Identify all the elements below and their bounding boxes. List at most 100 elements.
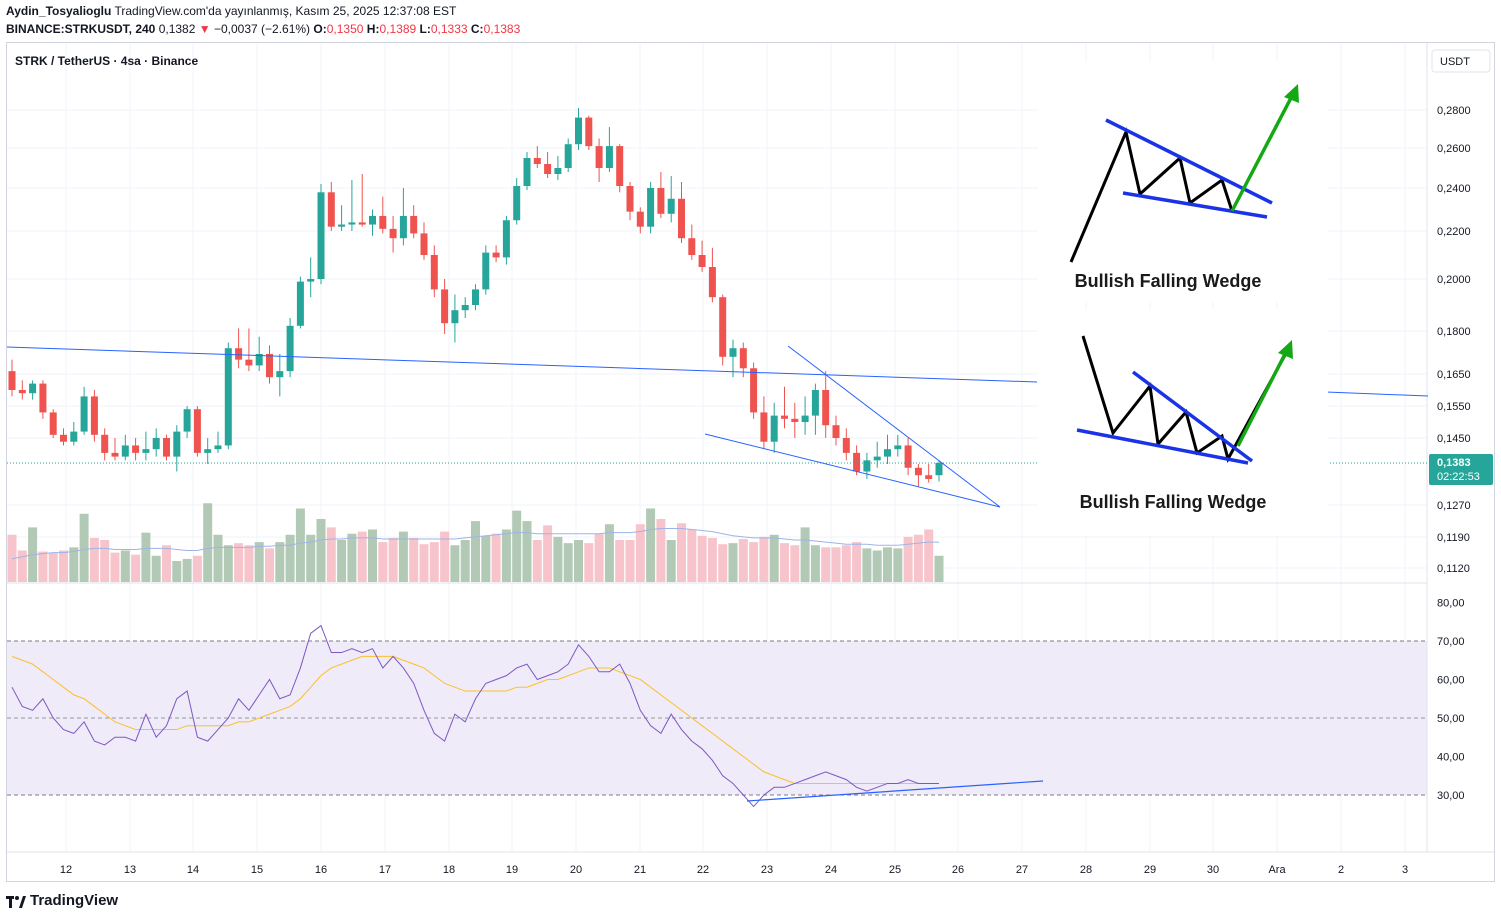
volume-bar — [295, 508, 305, 582]
time-tick-label: 22 — [697, 864, 709, 876]
time-tick-label: 29 — [1144, 864, 1156, 876]
price-tick-label: 0,2200 — [1437, 226, 1471, 238]
currency-label: USDT — [1440, 56, 1470, 68]
time-tick-label: 21 — [634, 864, 646, 876]
volume-bar — [450, 545, 460, 582]
inset-caption-1: Bullish Falling Wedge — [1075, 271, 1262, 291]
candle — [719, 294, 727, 366]
time-tick-label: 25 — [889, 864, 901, 876]
candle — [224, 342, 232, 450]
volume-bar — [234, 543, 244, 582]
volume-bar — [728, 543, 738, 582]
candle — [235, 328, 243, 369]
rsi-axis: 30,00 40,00 50,00 60,00 70,00 80,00 — [1437, 598, 1465, 803]
candle — [80, 386, 88, 435]
time-tick-label: 16 — [315, 864, 327, 876]
candle — [441, 279, 449, 334]
volume-bar — [69, 547, 79, 582]
volume-bar — [738, 538, 748, 582]
volume-bar — [862, 548, 872, 582]
change-arrow-icon: ▼ — [198, 22, 211, 36]
price-tick-label: 0,2000 — [1437, 274, 1471, 286]
volume-bar — [687, 529, 697, 582]
volume-bar — [553, 536, 563, 582]
time-tick-label: 26 — [952, 864, 964, 876]
candle — [29, 380, 37, 400]
volume-bar — [718, 544, 728, 582]
price-tick-label: 0,1800 — [1437, 326, 1471, 338]
open-label: O: — [313, 22, 327, 36]
volume-bar — [151, 555, 161, 582]
volume-bar — [543, 525, 553, 582]
author-name[interactable]: Aydin_Tosyalioglu — [6, 4, 112, 18]
volume-bar — [419, 544, 429, 582]
volume-bar — [677, 523, 686, 582]
candle — [183, 406, 191, 438]
volume-bar — [120, 550, 130, 582]
rsi-tick-label: 70,00 — [1437, 636, 1465, 648]
candle — [49, 409, 57, 438]
time-tick-label: 19 — [506, 864, 518, 876]
rsi-tick-label: 60,00 — [1437, 675, 1465, 687]
volume-bar — [491, 533, 501, 582]
price-tag-value: 0,1383 — [1437, 457, 1471, 469]
candle — [369, 209, 376, 236]
publish-info: TradingView.com'da yayınlanmış, Kasım 25… — [114, 4, 457, 18]
volume-bar — [471, 521, 480, 582]
volume-bar — [223, 545, 233, 582]
volume-bar — [903, 536, 913, 582]
chart-frame — [6, 42, 1495, 882]
candle — [729, 339, 737, 378]
volume-bar — [584, 543, 594, 582]
time-tick-label: 28 — [1080, 864, 1092, 876]
horizontal-trendline-right — [1325, 391, 1429, 397]
volume-bar — [810, 545, 820, 582]
volume-bar — [306, 534, 316, 582]
time-axis: 12 13 14 15 16 17 18 19 20 21 22 23 24 25 26 27 28 29 30 Ar… — [60, 864, 1408, 876]
currency-button[interactable]: USDT — [1431, 49, 1491, 73]
candle — [781, 386, 788, 429]
rsi-pane — [11, 624, 1044, 808]
time-tick-label: 15 — [251, 864, 263, 876]
rsi-tick-label: 80,00 — [1437, 598, 1465, 610]
candle — [286, 318, 294, 378]
volume-bar — [213, 534, 223, 582]
rsi-line — [11, 624, 939, 808]
candle — [750, 362, 758, 419]
brand-name: TradingView — [30, 892, 119, 909]
candle — [554, 156, 562, 180]
candle — [90, 390, 98, 442]
candle — [430, 245, 438, 298]
volume-bar — [481, 535, 491, 582]
price-tick-label: 0,2800 — [1437, 105, 1471, 117]
candle — [770, 402, 778, 453]
volume-bar — [429, 542, 439, 582]
candle — [111, 438, 119, 461]
inset-wedge-bottom: Bullish Falling Wedge — [1038, 310, 1328, 535]
volume-bar — [368, 529, 377, 582]
volume-bar — [244, 545, 254, 582]
candle — [801, 396, 809, 435]
candle — [204, 438, 212, 465]
candle — [523, 152, 531, 191]
candle — [863, 452, 871, 479]
candle — [327, 182, 335, 231]
volume-bar — [347, 533, 357, 582]
time-tick-label: 12 — [60, 864, 72, 876]
tradingview-brand[interactable]: TradingView — [6, 892, 118, 909]
volume-bar — [7, 534, 17, 582]
volume-bar — [522, 521, 532, 582]
publish-line: Aydin_Tosyalioglu TradingView.com'da yay… — [6, 4, 456, 18]
candle — [914, 464, 922, 487]
symbol-id: BINANCE:STRKUSDT, 240 — [6, 22, 156, 36]
candle — [533, 146, 541, 168]
price-tick-label: 0,1120 — [1437, 563, 1470, 575]
time-tick-label: 14 — [187, 864, 199, 876]
volume-bar — [326, 527, 336, 582]
close-label: C: — [470, 22, 484, 36]
volume-bar — [769, 534, 779, 582]
candle — [307, 257, 315, 298]
volume-bar — [265, 548, 274, 582]
wedge-lower-line — [704, 433, 1001, 508]
